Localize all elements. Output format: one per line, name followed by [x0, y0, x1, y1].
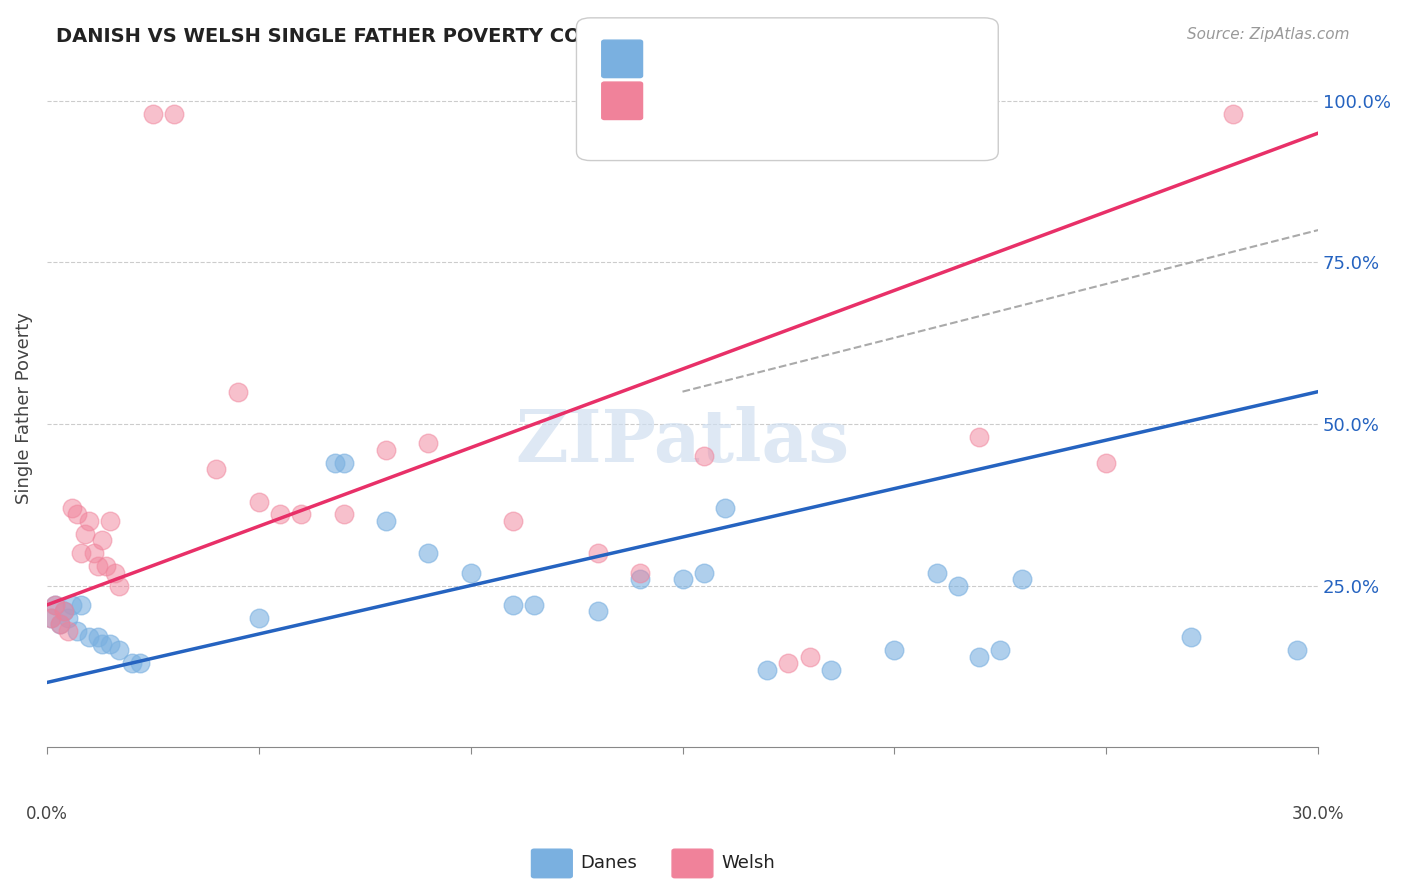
Text: DANISH VS WELSH SINGLE FATHER POVERTY CORRELATION CHART: DANISH VS WELSH SINGLE FATHER POVERTY CO… [56, 27, 783, 45]
Point [778, 656, 800, 670]
Point [332, 456, 354, 470]
Text: 32: 32 [811, 91, 837, 109]
Point [104, 566, 127, 580]
Point [48, 617, 70, 632]
Point [108, 643, 131, 657]
Point [121, 656, 143, 670]
Point [523, 598, 546, 612]
Point [83, 546, 105, 560]
Point [925, 566, 948, 580]
Text: N =: N = [766, 91, 806, 109]
Point [108, 578, 131, 592]
Text: 30.0%: 30.0% [1292, 805, 1344, 822]
Point [883, 643, 905, 657]
Y-axis label: Single Father Poverty: Single Father Poverty [15, 312, 32, 504]
Point [100, 637, 122, 651]
Point [87, 559, 110, 574]
Point [56, 624, 79, 638]
Point [52, 604, 75, 618]
Point [48, 617, 70, 632]
Text: N =: N = [766, 46, 806, 64]
Point [44, 598, 66, 612]
Point [44, 598, 66, 612]
Point [39, 611, 62, 625]
Point [967, 430, 990, 444]
Point [628, 572, 651, 586]
Point [100, 514, 122, 528]
Point [69, 546, 91, 560]
Point [142, 107, 165, 121]
Point [77, 514, 100, 528]
Point [247, 494, 270, 508]
Point [332, 508, 354, 522]
Text: Welsh: Welsh [721, 855, 775, 872]
Point [69, 598, 91, 612]
Point [226, 384, 249, 399]
Point [628, 566, 651, 580]
Text: R =: R = [651, 46, 690, 64]
Point [52, 604, 75, 618]
Point [96, 559, 118, 574]
Point [247, 611, 270, 625]
Point [502, 514, 524, 528]
Point [65, 624, 87, 638]
Point [671, 572, 693, 586]
Point [586, 604, 609, 618]
Point [460, 566, 482, 580]
Point [290, 508, 312, 522]
Point [323, 456, 346, 470]
Point [714, 500, 737, 515]
Point [418, 546, 440, 560]
Text: 0.530: 0.530 [696, 91, 752, 109]
Text: 31: 31 [811, 46, 837, 64]
Point [163, 107, 186, 121]
Text: R =: R = [651, 91, 690, 109]
Point [799, 649, 821, 664]
Point [129, 656, 152, 670]
Point [205, 462, 228, 476]
Point [56, 611, 79, 625]
Point [91, 637, 114, 651]
Point [1011, 572, 1033, 586]
Point [820, 663, 842, 677]
Point [988, 643, 1011, 657]
Point [692, 566, 714, 580]
Point [374, 514, 396, 528]
Point [374, 442, 396, 457]
Text: ZIPatlas: ZIPatlas [516, 406, 849, 477]
Point [1180, 630, 1202, 644]
Point [87, 630, 110, 644]
Text: Source: ZipAtlas.com: Source: ZipAtlas.com [1187, 27, 1350, 42]
Point [91, 533, 114, 548]
Point [1095, 456, 1118, 470]
Point [502, 598, 524, 612]
Point [418, 436, 440, 450]
Point [586, 546, 609, 560]
Point [1285, 643, 1308, 657]
Point [967, 649, 990, 664]
Text: 0.512: 0.512 [696, 46, 752, 64]
Point [73, 526, 96, 541]
Point [756, 663, 779, 677]
Point [692, 450, 714, 464]
Point [65, 508, 87, 522]
Text: 0.0%: 0.0% [25, 805, 67, 822]
Point [60, 598, 83, 612]
Point [946, 578, 969, 592]
Point [60, 500, 83, 515]
Point [269, 508, 291, 522]
Point [1222, 107, 1244, 121]
Point [39, 611, 62, 625]
Text: Danes: Danes [581, 855, 637, 872]
Point [77, 630, 100, 644]
